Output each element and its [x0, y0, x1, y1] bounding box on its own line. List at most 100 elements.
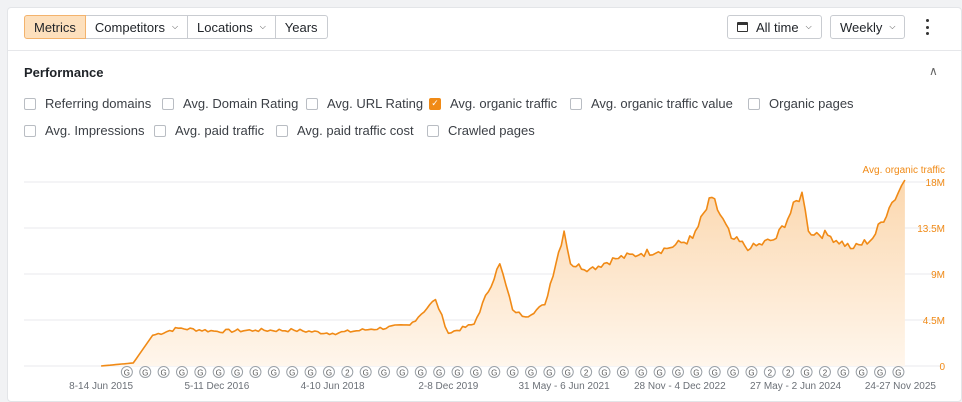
checkbox-icon	[748, 97, 760, 110]
x-tick-label: 5-11 Dec 2016	[184, 381, 249, 392]
x-tick-label: 8-14 Jun 2015	[69, 381, 133, 392]
update-marker[interactable]: 2	[763, 366, 776, 378]
svg-text:G: G	[326, 369, 332, 378]
metric-checkbox[interactable]: Crawled pages	[427, 123, 535, 138]
chevron-down-icon: ⌵	[889, 22, 896, 31]
metric-checkbox[interactable]: Referring domains	[24, 96, 151, 111]
update-marker[interactable]: G	[175, 366, 188, 378]
metric-checkbox[interactable]: Organic pages	[748, 96, 854, 111]
svg-text:G: G	[234, 369, 240, 378]
update-marker[interactable]: G	[690, 366, 703, 378]
svg-text:G: G	[895, 369, 901, 378]
metric-checkbox[interactable]: ✓ Avg. organic traffic	[429, 96, 557, 111]
chevron-up-icon[interactable]: ∧	[929, 64, 938, 78]
update-marker[interactable]: G	[249, 366, 262, 378]
update-marker[interactable]: G	[231, 366, 244, 378]
tab-label: Years	[284, 19, 318, 35]
update-marker[interactable]: G	[396, 366, 409, 378]
update-marker[interactable]: G	[727, 366, 740, 378]
update-marker[interactable]: G	[139, 366, 152, 378]
metric-checkbox[interactable]: Avg. Impressions	[24, 123, 144, 138]
metric-checkbox[interactable]: Avg. organic traffic value	[570, 96, 733, 111]
performance-card: Metrics Competitors ⌵ Locations ⌵ Years Al…	[7, 7, 962, 402]
update-marker[interactable]: G	[378, 366, 391, 378]
metric-label: Avg. organic traffic	[450, 96, 558, 111]
update-marker[interactable]: G	[745, 366, 758, 378]
update-marker[interactable]: G	[874, 366, 887, 378]
x-tick-label: 4-10 Jun 2018	[301, 381, 365, 392]
y-tick-label: 13.5M	[917, 224, 945, 235]
update-marker[interactable]: 2	[580, 366, 593, 378]
update-marker[interactable]: G	[212, 366, 225, 378]
svg-text:G: G	[656, 369, 662, 378]
update-marker[interactable]: G	[800, 366, 813, 378]
update-marker[interactable]: G	[488, 366, 501, 378]
update-marker[interactable]: G	[194, 366, 207, 378]
update-marker[interactable]: 2	[818, 366, 831, 378]
update-marker[interactable]: G	[598, 366, 611, 378]
interval-dropdown[interactable]: Weekly ⌵	[830, 15, 906, 39]
svg-text:G: G	[510, 369, 516, 378]
x-tick-label: 28 Nov - 4 Dec 2022	[634, 381, 726, 392]
svg-text:G: G	[859, 369, 865, 378]
svg-text:G: G	[693, 369, 699, 378]
update-marker[interactable]: G	[892, 366, 905, 378]
update-marker[interactable]: G	[414, 366, 427, 378]
update-marker[interactable]: G	[120, 366, 133, 378]
update-marker[interactable]: G	[157, 366, 170, 378]
date-range-dropdown[interactable]: All time ⌵	[727, 15, 822, 39]
checkbox-icon	[162, 97, 174, 110]
update-marker[interactable]: G	[359, 366, 372, 378]
checkbox-icon	[24, 97, 36, 110]
update-marker[interactable]: 2	[782, 366, 795, 378]
svg-text:G: G	[712, 369, 718, 378]
metric-checkbox[interactable]: Avg. paid traffic	[154, 123, 264, 138]
update-marker[interactable]: G	[506, 366, 519, 378]
svg-text:G: G	[877, 369, 883, 378]
tab-locations[interactable]: Locations ⌵	[187, 15, 276, 39]
y-tick-label: 18M	[926, 178, 945, 189]
update-marker[interactable]: G	[286, 366, 299, 378]
update-marker[interactable]: G	[433, 366, 446, 378]
update-marker[interactable]: G	[469, 366, 482, 378]
chevron-down-icon: ⌵	[171, 22, 179, 31]
metric-label: Crawled pages	[448, 123, 535, 138]
svg-text:G: G	[179, 369, 185, 378]
metric-checkbox[interactable]: Avg. URL Rating	[306, 96, 423, 111]
metric-label: Referring domains	[45, 96, 152, 111]
checkbox-icon	[570, 97, 582, 110]
update-marker[interactable]: G	[708, 366, 721, 378]
svg-text:2: 2	[584, 369, 589, 378]
checkbox-icon	[306, 97, 318, 110]
y-tick-label: 9M	[931, 270, 945, 281]
update-marker[interactable]: G	[855, 366, 868, 378]
checkbox-icon	[24, 124, 36, 137]
update-marker[interactable]: G	[525, 366, 538, 378]
update-marker[interactable]: G	[304, 366, 317, 378]
svg-text:2: 2	[345, 369, 350, 378]
traffic-area	[101, 180, 905, 366]
tab-label: Metrics	[34, 19, 76, 35]
update-marker[interactable]: G	[671, 366, 684, 378]
metric-checkbox[interactable]: Avg. Domain Rating	[162, 96, 298, 111]
more-options-icon[interactable]	[919, 19, 935, 35]
update-marker[interactable]: G	[635, 366, 648, 378]
svg-text:G: G	[730, 369, 736, 378]
update-marker[interactable]: 2	[341, 366, 354, 378]
svg-text:G: G	[565, 369, 571, 378]
update-marker[interactable]: G	[451, 366, 464, 378]
update-marker[interactable]: G	[543, 366, 556, 378]
metric-checkbox[interactable]: Avg. paid traffic cost	[276, 123, 414, 138]
tab-metrics[interactable]: Metrics	[24, 15, 86, 39]
update-marker[interactable]: G	[837, 366, 850, 378]
svg-text:G: G	[271, 369, 277, 378]
svg-text:2: 2	[768, 369, 773, 378]
update-marker[interactable]: G	[561, 366, 574, 378]
update-marker[interactable]: G	[267, 366, 280, 378]
tab-competitors[interactable]: Competitors ⌵	[84, 15, 189, 39]
update-marker[interactable]: G	[616, 366, 629, 378]
tab-years[interactable]: Years	[274, 15, 328, 39]
update-marker[interactable]: G	[322, 366, 335, 378]
x-tick-label: 2-8 Dec 2019	[418, 381, 478, 392]
update-marker[interactable]: G	[653, 366, 666, 378]
